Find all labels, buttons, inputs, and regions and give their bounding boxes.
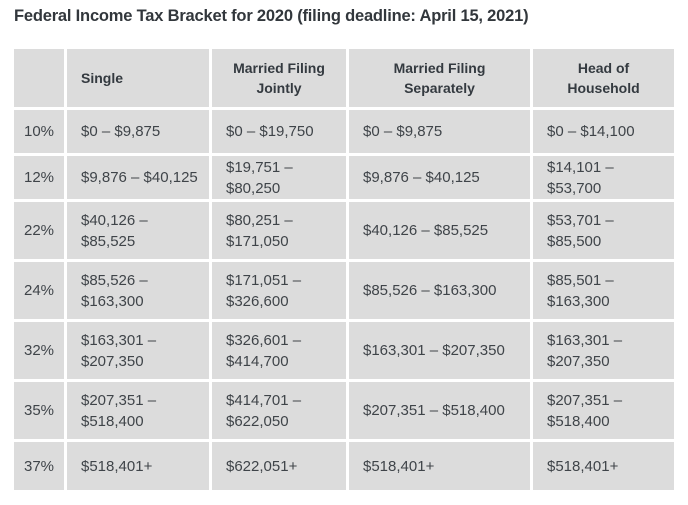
range-cell-single: $85,526 – $163,300 — [67, 262, 209, 319]
range-cell-married-separately: $207,351 – $518,400 — [349, 382, 530, 439]
range-cell-married-jointly: $171,051 – $326,600 — [212, 262, 346, 319]
column-header-single: Single — [67, 49, 209, 107]
range-cell-married-jointly: $19,751 – $80,250 — [212, 156, 346, 199]
tax-bracket-table: Single Married Filing Jointly Married Fi… — [11, 46, 677, 493]
rate-cell: 32% — [14, 322, 64, 379]
range-cell-single: $0 – $9,875 — [67, 110, 209, 153]
table-row: 37% $518,401+ $622,051+ $518,401+ $518,4… — [14, 442, 674, 490]
table-row: 24% $85,526 – $163,300 $171,051 – $326,6… — [14, 262, 674, 319]
table-row: 22% $40,126 – $85,525 $80,251 – $171,050… — [14, 202, 674, 259]
column-header-married-filing-jointly: Married Filing Jointly — [212, 49, 346, 107]
range-cell-married-separately: $85,526 – $163,300 — [349, 262, 530, 319]
range-cell-single: $207,351 – $518,400 — [67, 382, 209, 439]
range-cell-single: $9,876 – $40,125 — [67, 156, 209, 199]
range-cell-married-separately: $9,876 – $40,125 — [349, 156, 530, 199]
rate-cell: 24% — [14, 262, 64, 319]
rate-cell: 10% — [14, 110, 64, 153]
range-cell-head-of-household: $0 – $14,100 — [533, 110, 674, 153]
range-cell-married-jointly: $622,051+ — [212, 442, 346, 490]
range-cell-head-of-household: $85,501 – $163,300 — [533, 262, 674, 319]
page-title: Federal Income Tax Bracket for 2020 (fil… — [14, 7, 529, 25]
rate-cell: 35% — [14, 382, 64, 439]
range-cell-single: $518,401+ — [67, 442, 209, 490]
column-header-head-of-household: Head of Household — [533, 49, 674, 107]
range-cell-married-separately: $163,301 – $207,350 — [349, 322, 530, 379]
range-cell-married-separately: $0 – $9,875 — [349, 110, 530, 153]
table-row: 12% $9,876 – $40,125 $19,751 – $80,250 $… — [14, 156, 674, 199]
range-cell-married-jointly: $326,601 – $414,700 — [212, 322, 346, 379]
column-header-married-filing-separately: Married Filing Separately — [349, 49, 530, 107]
range-cell-married-separately: $518,401+ — [349, 442, 530, 490]
corner-cell — [14, 49, 64, 107]
range-cell-single: $40,126 – $85,525 — [67, 202, 209, 259]
rate-cell: 12% — [14, 156, 64, 199]
range-cell-head-of-household: $14,101 – $53,700 — [533, 156, 674, 199]
rate-cell: 37% — [14, 442, 64, 490]
range-cell-married-separately: $40,126 – $85,525 — [349, 202, 530, 259]
rate-cell: 22% — [14, 202, 64, 259]
range-cell-head-of-household: $207,351 – $518,400 — [533, 382, 674, 439]
range-cell-head-of-household: $163,301 – $207,350 — [533, 322, 674, 379]
range-cell-head-of-household: $518,401+ — [533, 442, 674, 490]
range-cell-married-jointly: $414,701 – $622,050 — [212, 382, 346, 439]
table-row: 32% $163,301 – $207,350 $326,601 – $414,… — [14, 322, 674, 379]
range-cell-married-jointly: $0 – $19,750 — [212, 110, 346, 153]
range-cell-head-of-household: $53,701 – $85,500 — [533, 202, 674, 259]
range-cell-married-jointly: $80,251 – $171,050 — [212, 202, 346, 259]
table-row: 10% $0 – $9,875 $0 – $19,750 $0 – $9,875… — [14, 110, 674, 153]
table-row: 35% $207,351 – $518,400 $414,701 – $622,… — [14, 382, 674, 439]
header-row: Single Married Filing Jointly Married Fi… — [14, 49, 674, 107]
range-cell-single: $163,301 – $207,350 — [67, 322, 209, 379]
